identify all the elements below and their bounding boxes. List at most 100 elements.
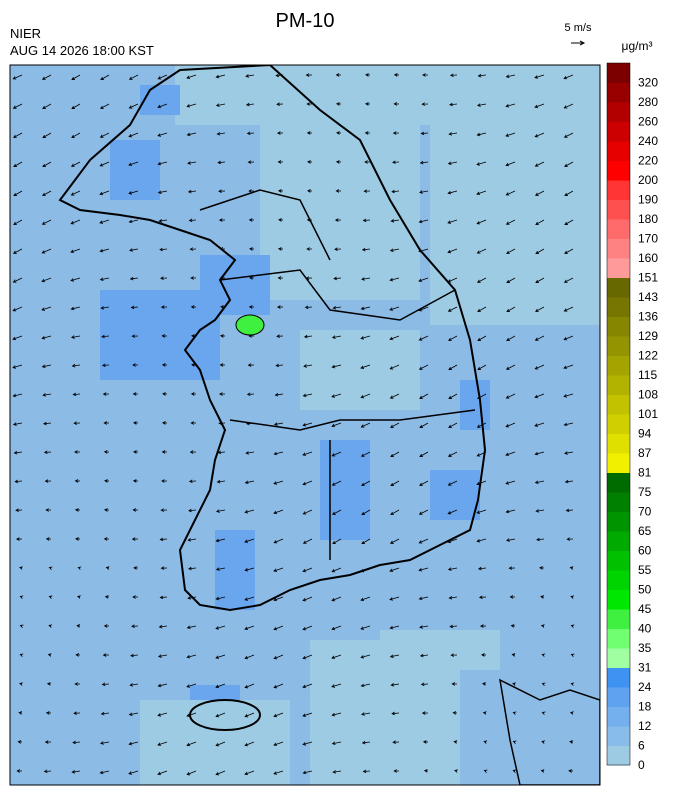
wind-arrow [130,305,139,310]
wind-arrow [132,479,139,483]
wind-arrow [331,625,342,631]
wind-arrow [244,770,255,776]
wind-arrow [244,712,255,718]
colorbar-label: 170 [638,232,658,246]
wind-arrow [447,567,458,571]
wind-arrow [186,625,197,630]
wind-arrow [360,596,371,602]
coastline [58,65,487,612]
colorbar-swatch [607,199,630,220]
wind-arrow [215,538,226,543]
wind-arrow [99,219,110,224]
wind-arrow [535,306,545,312]
wind-arrow [70,161,81,167]
colorbar-label: 24 [638,680,652,694]
wind-arrow [161,450,168,454]
wind-arrow [187,161,197,165]
wind-arrow [361,538,371,545]
wind-arrow [186,770,197,776]
wind-arrow [447,538,458,544]
wind-arrow [564,190,574,197]
colorbar-label: 35 [638,641,652,655]
wind-arrow [217,450,226,455]
wind-arrow [302,451,313,456]
wind-arrow [361,509,371,516]
colorbar-swatch [607,570,630,590]
wind-arrow [476,190,487,196]
wind-arrow [568,769,574,773]
wind-arrow [157,74,168,80]
colorbar-label: 108 [638,388,658,402]
wind-arrow [476,509,487,514]
wind-arrow [360,567,371,573]
wind-arrow [362,769,371,774]
wind-arrow [482,711,487,715]
colorbar-label: 70 [638,505,652,519]
wind-arrow [333,276,342,281]
wind-arrow [361,712,371,716]
wind-arrow [220,305,226,309]
wind-arrow [129,276,139,281]
wind-arrow [453,740,458,744]
wind-arrow [570,682,575,686]
wind-arrow [564,248,574,254]
wind-arrow [73,421,81,425]
wind-arrow [248,218,255,222]
colorbar-label: 160 [638,251,658,265]
wind-arrow [564,451,574,455]
wind-arrow [508,566,516,570]
wind-arrow [332,306,342,310]
wind-arrow [15,508,23,512]
colorbar-swatch [607,219,630,239]
wind-arrow [16,769,23,773]
wind-arrow [564,219,574,226]
wind-arrow [360,683,371,688]
wind-arrow [247,363,255,367]
wind-arrow [12,393,23,398]
wind-arrow [157,770,168,776]
wind-arrow [418,509,429,515]
colorbar-swatch [607,297,630,317]
wind-arrow [481,653,487,657]
wind-arrow [13,190,23,197]
wind-arrow [13,132,23,138]
wind-arrow [248,305,255,309]
wind-arrow [12,277,23,283]
wind-arrow [419,160,429,165]
wind-arrow [41,248,52,254]
map [10,65,600,785]
wind-arrow [564,479,574,484]
wind-arrow [476,480,487,486]
wind-arrow [306,131,313,135]
wind-arrow [218,218,226,222]
wind-arrow [306,102,313,106]
colorbar-label: 143 [638,290,658,304]
wind-scale-label: 5 m/s [565,22,592,34]
colorbar-label: 200 [638,173,658,187]
wind-arrow [419,393,429,399]
wind-arrow [505,103,516,108]
wind-arrow [566,537,574,541]
wind-arrow [162,392,168,396]
wind-arrow [512,740,517,744]
colorbar-swatch [607,433,630,454]
wind-arrow [365,73,371,77]
colorbar-label: 240 [638,134,658,148]
wind-arrow [128,741,139,746]
wind-arrow [70,190,81,196]
wind-arrow [105,566,110,570]
wind-arrow [70,277,81,282]
wind-arrow [71,363,81,368]
wind-arrow [419,480,429,486]
wind-arrow [563,335,574,341]
wind-arrow [569,711,574,715]
wind-arrow [42,190,52,196]
wind-arrow [47,653,52,657]
wind-arrow [334,218,342,222]
wind-arrow [447,509,458,515]
wind-arrow [393,102,400,106]
wind-arrow [302,741,313,746]
wind-arrow [18,711,23,715]
colorbar-label: 18 [638,700,652,714]
wind-arrow [41,335,52,340]
